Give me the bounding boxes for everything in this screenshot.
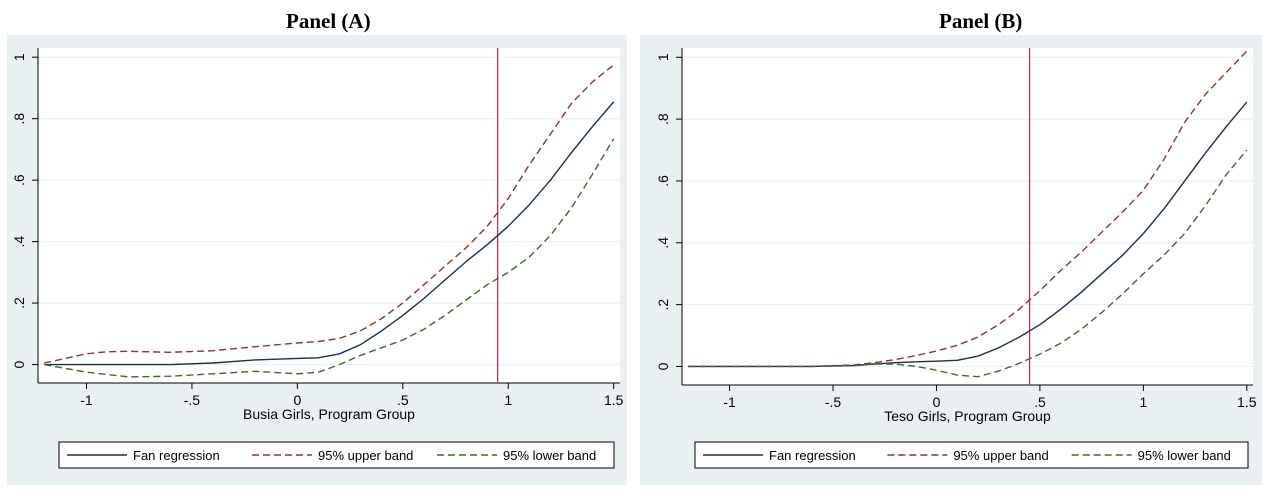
plot-area	[682, 48, 1253, 385]
y-tick-label: .6	[11, 174, 27, 186]
x-tick-label: 1	[1139, 394, 1147, 410]
x-tick-label: 1.5	[604, 392, 624, 408]
y-tick-label: .6	[655, 175, 671, 187]
x-tick-label: 1.5	[1237, 394, 1257, 410]
legend-label: Fan regression	[769, 448, 856, 463]
x-tick-label: .5	[1034, 394, 1046, 410]
legend-label: 95% upper band	[318, 448, 413, 463]
y-tick-label: .2	[11, 297, 27, 309]
legend-label: 95% upper band	[953, 448, 1048, 463]
upper-band-line	[44, 64, 615, 364]
legend-label: Fan regression	[133, 448, 220, 463]
x-tick-label: -1	[723, 394, 736, 410]
lower-band-line	[688, 149, 1248, 378]
x-axis-title: Busia Girls, Program Group	[243, 406, 415, 422]
y-tick-label: 1	[11, 53, 27, 61]
x-tick-label: -.5	[825, 394, 842, 410]
y-tick-label: 0	[655, 362, 671, 370]
x-tick-label: 0	[293, 392, 301, 408]
x-axis-title: Teso Girls, Program Group	[884, 408, 1051, 424]
y-tick-label: 1	[655, 53, 671, 61]
panel-b-title: Panel (B)	[939, 9, 1023, 33]
x-tick-label: 0	[933, 394, 941, 410]
panel-b-chart: 0 .2 .4 .6 .8 1 -1 -.5 0 .5 1 1.5 Teso Girls, Progra…	[640, 35, 1262, 485]
legend-box	[58, 441, 615, 469]
plot-area	[38, 48, 620, 383]
legend-box	[694, 441, 1249, 469]
lower-band-line	[44, 138, 615, 378]
panel-a-title: Panel (A)	[286, 9, 371, 33]
y-tick-label: .8	[11, 113, 27, 125]
x-tick-label: -1	[80, 392, 93, 408]
x-tick-label: .5	[397, 392, 409, 408]
x-tick-label: -.5	[184, 392, 201, 408]
y-tick-label: .4	[655, 237, 671, 249]
y-tick-label: .4	[11, 236, 27, 248]
panel-a-chart: 0 .2 .4 .6 .8 1 -1 -.5 0 .5 1 1.5 Busia Girls, Progr…	[7, 35, 627, 485]
legend-label: 95% lower band	[503, 448, 596, 463]
chart-svg: 0 .2 .4 .6 .8 1 -1 -.5 0 .5 1 1.5 Teso Girls, Progra…	[640, 35, 1262, 485]
y-tick-label: .2	[655, 299, 671, 311]
x-tick-label: 1	[504, 392, 512, 408]
legend-label: 95% lower band	[1138, 448, 1231, 463]
chart-svg: 0 .2 .4 .6 .8 1 -1 -.5 0 .5 1 1.5 Busia Girls, Progr…	[7, 35, 627, 485]
y-tick-label: .8	[655, 113, 671, 125]
fan-regression-line	[44, 101, 615, 366]
y-tick-label: 0	[11, 360, 27, 368]
